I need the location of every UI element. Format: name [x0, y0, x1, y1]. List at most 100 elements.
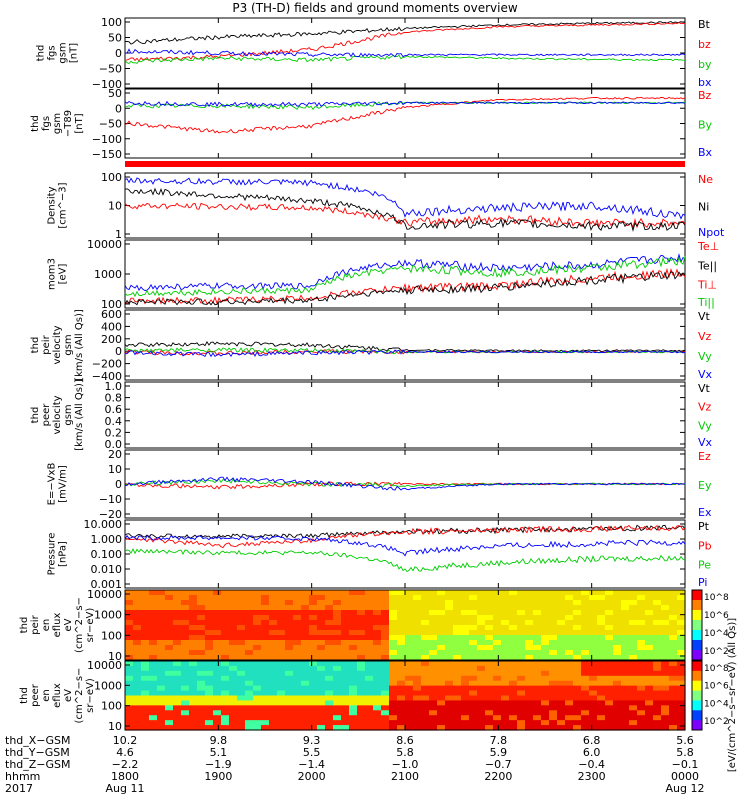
- legend-pt: Pt: [698, 520, 710, 533]
- y-tick-label: −100: [92, 133, 122, 146]
- x-tick-label: Aug 12: [666, 782, 705, 795]
- y-tick-label: 1000: [94, 268, 122, 281]
- y-tick-label: −50: [99, 63, 122, 76]
- x-tick-label: −0.1: [672, 758, 699, 771]
- panel-temperature: [124, 239, 686, 309]
- x-tick-label: 7.8: [490, 734, 508, 747]
- x-tick-label: 5.8: [396, 746, 414, 759]
- series-fgs_t89-Bx: [124, 100, 686, 108]
- y-tick-label: −400: [92, 370, 122, 383]
- y-tick-label: 50: [108, 32, 122, 45]
- y-tick-label: −10: [99, 493, 122, 506]
- legend-vy: Vy: [698, 419, 712, 432]
- y-tick-label: 1000: [94, 609, 122, 622]
- series-ion_velocity-Vt: [124, 341, 686, 353]
- panel-electron_velocity: [124, 381, 686, 449]
- y-tick-label: 10: [108, 463, 122, 476]
- y-axis-label: [nT]: [74, 113, 85, 133]
- y-tick-label: −50: [99, 118, 122, 131]
- series-fgs-Bt: [125, 21, 686, 45]
- y-tick-label: 100: [101, 171, 122, 184]
- x-tick-label: 2200: [484, 770, 512, 783]
- y-axis-label: gsm: [52, 113, 63, 134]
- x-tick-label: 5.5: [303, 746, 321, 759]
- y-axis-label: [eV]: [58, 264, 69, 285]
- y-tick-label: 100: [101, 700, 122, 713]
- y-axis-label: [cm^−3]: [58, 182, 69, 228]
- series-density-Npot: [124, 177, 686, 220]
- x-tick-label: −0.4: [578, 758, 605, 771]
- y-tick-label: 1.0: [105, 380, 123, 393]
- quality-flag-bar: [125, 161, 685, 167]
- y-axis-label: thd: [30, 115, 41, 132]
- y-axis-label: [nT]: [69, 43, 80, 63]
- y-tick-label: −150: [92, 148, 122, 161]
- y-axis-label: mom3: [47, 258, 58, 290]
- legend-bz: bz: [698, 38, 711, 51]
- colorbar-tick: 10^4: [704, 629, 729, 639]
- legend-vz: Vz: [698, 401, 712, 414]
- panel-ion_spec: [124, 589, 703, 661]
- y-axis-label: −T89: [63, 110, 74, 137]
- legend-ti||: Ti||: [697, 296, 715, 309]
- series-fgs-bx: [124, 48, 686, 58]
- y-axis-label: velocity: [52, 395, 63, 434]
- y-tick-label: 100: [101, 629, 122, 642]
- legend-ex: Ex: [698, 506, 712, 519]
- series-temperature-Te||: [124, 271, 686, 306]
- x-axis-row-label: thd_Z−GSM: [5, 758, 71, 771]
- y-axis-label: peir: [30, 614, 41, 634]
- y-tick-label: 0.001: [91, 578, 123, 591]
- y-tick-label: 10000: [87, 588, 122, 601]
- legend-npot: Npot: [698, 226, 725, 239]
- legend-bt: Bt: [698, 18, 711, 31]
- panel-frame: [124, 239, 686, 309]
- x-tick-label: 1900: [204, 770, 232, 783]
- series-temperature-Ti||: [124, 256, 686, 298]
- series-temperature-Te⊥: [124, 267, 686, 305]
- y-axis-label: thd: [30, 407, 41, 424]
- y-tick-label: 0: [115, 102, 122, 115]
- series-ion_velocity-Vx: [125, 349, 686, 358]
- y-tick-label: 400: [101, 320, 122, 333]
- legend-ni: Ni: [698, 201, 709, 214]
- panel-density: [124, 172, 686, 239]
- y-axis-label: thd: [19, 617, 30, 634]
- y-tick-label: 20: [108, 448, 122, 461]
- x-tick-label: 6.8: [583, 734, 601, 747]
- y-axis-label: velocity: [52, 325, 63, 364]
- x-tick-label: 5.9: [490, 746, 508, 759]
- legend-vx: Vx: [698, 368, 713, 381]
- panel-frame: [124, 172, 686, 239]
- legend-vy: Vy: [698, 350, 712, 363]
- series-efield-Ex: [124, 476, 686, 491]
- y-tick-label: 10: [108, 650, 122, 663]
- series-density-Ne: [124, 202, 686, 229]
- legend-ey: Ey: [698, 479, 712, 492]
- y-axis-label: thd: [19, 687, 30, 704]
- y-axis-label: sr−eV): [85, 678, 96, 713]
- y-axis-label: gsm: [63, 334, 74, 355]
- y-axis-label: gsm: [63, 404, 74, 425]
- series-pressure-Pe: [124, 547, 686, 573]
- colorbar-tick: 10^4: [704, 699, 729, 709]
- legend-pb: Pb: [698, 539, 712, 552]
- legend-vt: Vt: [698, 310, 711, 323]
- y-axis-label: fgs: [47, 45, 58, 60]
- x-tick-label: 4.6: [116, 746, 134, 759]
- legend-te||: Te||: [697, 259, 717, 272]
- x-tick-label: −0.7: [485, 758, 512, 771]
- x-tick-label: Aug 11: [106, 782, 145, 795]
- x-tick-label: 2300: [578, 770, 606, 783]
- y-axis-label: [mV/m]: [58, 465, 69, 503]
- series-pressure-Pb: [124, 524, 686, 549]
- y-axis-label: sr−eV): [85, 608, 96, 643]
- legend-vt: Vt: [698, 382, 711, 395]
- legend-bx: Bx: [698, 146, 713, 159]
- y-tick-label: 1000: [94, 679, 122, 692]
- x-tick-label: 6.0: [583, 746, 601, 759]
- x-axis-row-label: hhmm: [5, 770, 40, 783]
- colorbar-tick: 10^8: [704, 593, 729, 603]
- y-axis-label: peir: [41, 334, 52, 354]
